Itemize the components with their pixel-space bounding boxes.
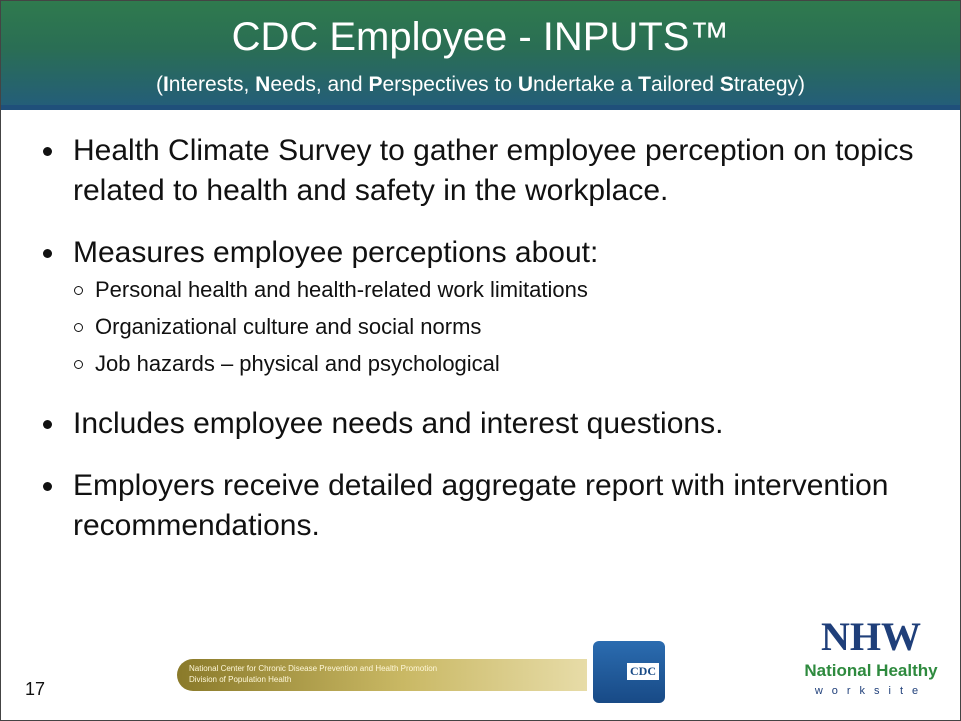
bullet-text: Health Climate Survey to gather employee…	[41, 131, 941, 211]
subtitle-segment: ndertake a	[533, 73, 639, 96]
subtitle-segment: I	[162, 73, 169, 96]
header-band: CDC Employee - INPUTS™ (Interests, Needs…	[1, 1, 960, 105]
bullet-item: Includes employee needs and interest que…	[41, 404, 941, 444]
subtitle-segment: nterests,	[168, 73, 256, 96]
banner-line: Division of Population Health	[189, 675, 292, 684]
bullet-text: Includes employee needs and interest que…	[41, 404, 941, 444]
bullet-text: Employers receive detailed aggregate rep…	[41, 466, 941, 546]
bullet-item: Measures employee perceptions about: Pers…	[41, 233, 941, 382]
header-stripe	[1, 105, 960, 110]
cdc-logo: CDC	[593, 641, 665, 703]
subtitle-segment: T	[638, 73, 651, 96]
subtitle-segment: trategy)	[733, 73, 806, 96]
subtitle-segment: (	[155, 73, 163, 96]
slide-subtitle: (Interests, Needs, and Perspectives to U…	[1, 73, 960, 97]
nhw-logo-mark: NHW	[821, 614, 921, 659]
bullet-item: Employers receive detailed aggregate rep…	[41, 466, 941, 546]
subtitle-segment: N	[255, 73, 271, 96]
nhw-logo-name: National Healthy	[804, 661, 938, 680]
cdc-logo-text: CDC	[627, 663, 659, 680]
slide-title: CDC Employee - INPUTS™	[231, 15, 730, 59]
subtitle-segment: eeds, and	[270, 73, 369, 96]
slide-number: 17	[25, 679, 46, 699]
subtitle-segment: erspectives to	[382, 73, 518, 96]
bullet-text: Measures employee perceptions about:	[41, 233, 941, 273]
banner-line: National Center for Chronic Disease Prev…	[189, 664, 438, 673]
subtitle-segment: P	[368, 73, 383, 96]
bullet-list: Health Climate Survey to gather employee…	[41, 131, 941, 568]
sub-item: Personal health and health-related work …	[73, 271, 941, 308]
subtitle-segment: S	[719, 73, 734, 96]
nhw-logo-tagline: worksite	[814, 685, 928, 697]
sub-item: Job hazards – physical and psychological	[73, 345, 941, 382]
sub-item: Organizational culture and social norms	[73, 308, 941, 345]
subtitle-segment: ailored	[650, 73, 720, 96]
bullet-item: Health Climate Survey to gather employee…	[41, 131, 941, 211]
subtitle-segment: U	[517, 73, 534, 96]
sub-list: Personal health and health-related work …	[41, 271, 941, 382]
center-banner: National Center for Chronic Disease Prev…	[177, 659, 587, 691]
